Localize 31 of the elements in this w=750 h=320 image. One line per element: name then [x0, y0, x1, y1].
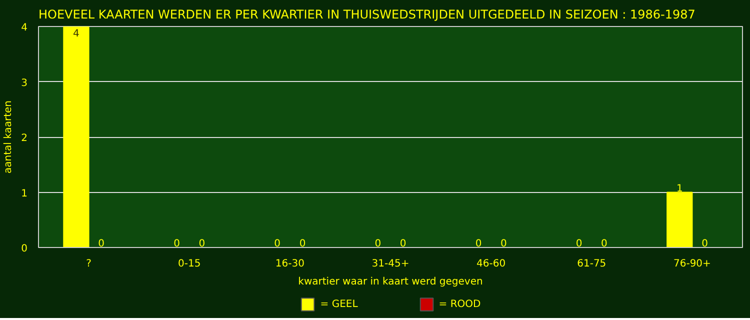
data-label: 0 [299, 238, 306, 250]
data-label: 0 [400, 238, 406, 250]
legend-label: = GEEL [320, 298, 358, 310]
data-label: 0 [374, 238, 382, 250]
y-tick-label: 0 [21, 244, 28, 254]
y-tick-label: 3 [21, 78, 28, 89]
x-tick-label: 46-60 [476, 258, 506, 270]
data-label: 0 [274, 238, 281, 250]
y-tick-label: 2 [21, 133, 28, 144]
data-label: 0 [702, 238, 708, 250]
data-label: 0 [174, 238, 180, 250]
y-axis-title: aantal kaarten [3, 100, 14, 174]
x-tick-label: 61-75 [577, 258, 606, 270]
x-tick-label: 16-30 [275, 258, 304, 270]
x-tick-label: 0-15 [178, 258, 201, 270]
data-label: 0 [198, 238, 206, 250]
x-tick-label: 76-90+ [673, 258, 711, 270]
x-axis-title: kwartier waar in kaart werd gegeven [298, 276, 483, 288]
legend-label: = ROOD [438, 298, 481, 310]
x-tick-label: 31-45+ [372, 258, 410, 270]
data-label: 0 [475, 238, 482, 250]
data-label: 0 [576, 238, 582, 250]
y-tick-label: 1 [21, 188, 28, 200]
chart-title: HOEVEEL KAARTEN WERDEN ER PER KWARTIER IN THUISWEDSTRIJDEN UITGEDEELD IN SEIZOEN : 1986-1987 [38, 8, 696, 22]
data-label: 0 [98, 238, 105, 250]
data-label: 4 [73, 28, 80, 40]
x-tick-label: ? [86, 258, 92, 270]
data-label: 0 [500, 238, 507, 250]
data-label: 1 [676, 183, 683, 194]
y-tick-label: 4 [21, 22, 28, 34]
data-label: 0 [601, 238, 608, 250]
